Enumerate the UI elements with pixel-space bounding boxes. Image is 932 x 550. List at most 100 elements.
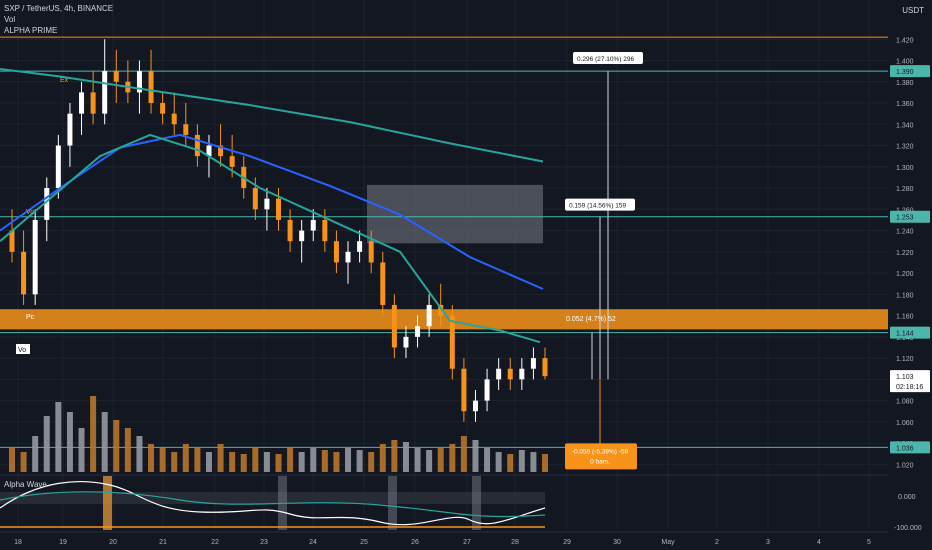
time-tick-label: 22 [211, 539, 219, 546]
zone-measure-label: 0.052 (4.7%) 52 [566, 316, 616, 323]
volume-bar [101, 412, 108, 472]
candle-body [90, 92, 96, 114]
candle-body [519, 368, 525, 380]
price-label-bg [890, 441, 930, 454]
price-label: 1.390 [896, 69, 914, 76]
volume-bar [507, 454, 514, 472]
volume-bar [484, 448, 491, 472]
volume-bar [530, 452, 537, 472]
volume-bar [321, 450, 328, 472]
volume-bar [113, 420, 120, 472]
candle-body [79, 92, 85, 114]
volume-bar [437, 448, 444, 472]
candle-body [229, 156, 235, 167]
volume-bar [229, 452, 236, 472]
time-tick-label: 3 [766, 539, 770, 546]
time-tick-label: 27 [463, 539, 471, 546]
candle-body [415, 326, 421, 337]
vol-indicator-label[interactable]: Vol [4, 15, 16, 24]
marker-bg [16, 344, 30, 354]
volume-bar [136, 436, 143, 472]
time-axis[interactable]: 18 19 20 21 22 23 24 25 26 27 28 29 30 May 2 3 4 5 [14, 539, 871, 546]
volume-bar [345, 448, 352, 472]
volume-bar [43, 416, 50, 472]
osc-tick-label: 0.000 [898, 494, 916, 501]
time-tick-label: 4 [817, 539, 821, 546]
marker-label: Ex [60, 77, 69, 84]
price-tick-label: 1.340 [896, 122, 914, 129]
volume-bar [159, 448, 166, 472]
volume-bar [333, 452, 340, 472]
price-label: 02:18:16 [896, 384, 923, 391]
candle-body [287, 219, 293, 242]
osc-highlight [388, 476, 397, 530]
marker-label: Vo [18, 347, 26, 354]
osc-highlight [472, 476, 481, 530]
candle-body [264, 198, 270, 210]
price-label-bg [890, 370, 930, 393]
candle-body [299, 230, 305, 242]
volume-bar [356, 450, 363, 472]
alpha-wave-label[interactable]: Alpha Wave [4, 480, 47, 489]
volume-bar [287, 448, 294, 472]
candle-body [310, 219, 316, 231]
alpha-prime-indicator-label[interactable]: ALPHA PRIME [4, 26, 58, 35]
candle-body [391, 304, 397, 348]
volume-bar [124, 428, 131, 472]
currency-label: USDT [902, 6, 924, 15]
volume-bar [20, 452, 27, 472]
volume-bar [182, 444, 189, 472]
volume-bar [66, 412, 73, 472]
stop-box [565, 443, 637, 470]
price-label: 1.253 [896, 215, 914, 222]
candle-body [542, 358, 548, 377]
volume-bar [240, 454, 247, 472]
zone-label: Pc [26, 314, 35, 321]
time-tick-label: 23 [260, 539, 268, 546]
candle-body [345, 251, 351, 263]
candle-body [194, 134, 200, 157]
time-tick-label: 24 [309, 539, 317, 546]
price-label: 1.103 [896, 374, 914, 381]
price-axis-bg [888, 0, 932, 550]
price-tick-label: 1.080 [896, 399, 914, 406]
candle-body [32, 219, 38, 295]
volume-bar [391, 440, 398, 472]
volume-bar [379, 444, 386, 472]
stop-label: -0.059 (-5.39%) -59 [572, 448, 629, 455]
target-box [573, 52, 643, 65]
volume-bar [518, 450, 525, 472]
volume-bar [472, 440, 479, 472]
volume-bar [263, 452, 270, 472]
osc-line-white [0, 481, 546, 526]
chart-zones: Pc 0.052 (4.7%) 52 [0, 36, 888, 448]
price-axis[interactable]: 1.420 1.400 1.380 1.360 1.340 1.320 1.300 1.280… [888, 0, 932, 550]
price-tick-label: 1.380 [896, 80, 914, 87]
volume-bar [449, 444, 456, 472]
candle-body [530, 358, 536, 369]
candle-body [44, 188, 50, 220]
target-label: 0.159 (14.56%) 159 [569, 203, 626, 210]
volume-bar [9, 448, 15, 472]
volume-bar [310, 448, 317, 472]
volume-bar [275, 454, 282, 472]
price-tick-label: 1.020 [896, 462, 914, 469]
price-tick-label: 1.120 [896, 356, 914, 363]
candle-body [160, 103, 166, 114]
volume-bar [90, 396, 97, 472]
candle-body [183, 124, 189, 135]
candle-body [507, 368, 513, 380]
price-tick-label: 1.360 [896, 101, 914, 108]
target-box [565, 198, 635, 211]
candle-body [55, 145, 61, 189]
time-tick-label: 19 [59, 539, 67, 546]
volume-bar [426, 450, 433, 472]
volume-bar [402, 442, 409, 472]
candle-body [484, 379, 490, 401]
volume-bar [32, 436, 39, 472]
target-label: 0.296 (27.10%) 296 [577, 56, 634, 63]
price-tick-label: 1.300 [896, 165, 914, 172]
price-tick-label: 1.420 [896, 37, 914, 44]
time-tick-label: 29 [563, 539, 571, 546]
